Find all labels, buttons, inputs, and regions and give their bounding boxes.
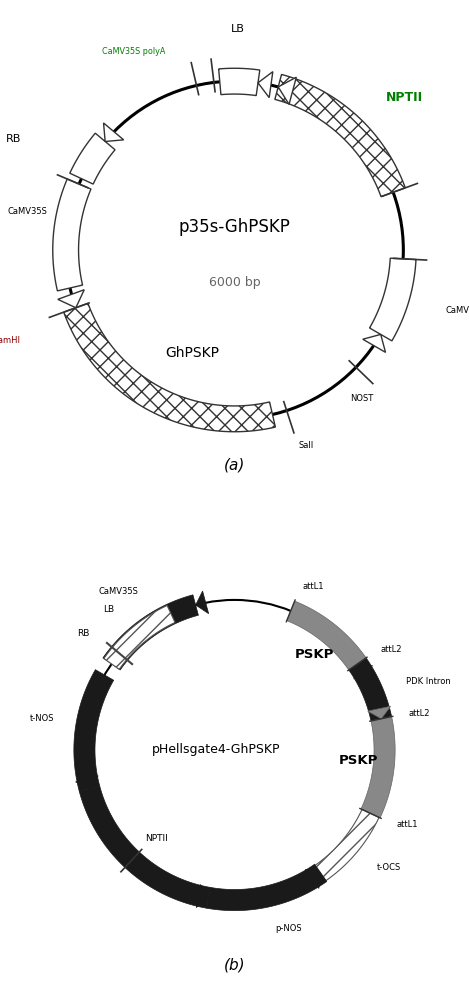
Polygon shape <box>79 786 210 908</box>
Polygon shape <box>196 591 209 614</box>
Polygon shape <box>354 664 373 679</box>
Polygon shape <box>70 133 115 184</box>
Text: PSKP: PSKP <box>339 754 378 767</box>
Polygon shape <box>207 864 326 911</box>
Polygon shape <box>74 670 113 792</box>
Text: attL2: attL2 <box>381 645 402 654</box>
Text: NPTII: NPTII <box>145 834 167 843</box>
Text: (a): (a) <box>224 458 245 473</box>
Text: t-OCS: t-OCS <box>377 863 401 872</box>
Polygon shape <box>278 77 296 104</box>
Polygon shape <box>305 869 321 888</box>
Polygon shape <box>53 179 91 291</box>
Text: RB: RB <box>6 134 21 144</box>
Text: LB: LB <box>231 24 245 34</box>
Text: CaMV35S: CaMV35S <box>98 587 138 596</box>
Text: NOST: NOST <box>350 394 373 403</box>
Text: attL1: attL1 <box>396 820 418 829</box>
Text: (b): (b) <box>224 958 245 973</box>
Text: PSKP: PSKP <box>295 648 334 661</box>
Polygon shape <box>368 706 391 719</box>
Polygon shape <box>196 884 208 908</box>
Text: p35s-GhPSKP: p35s-GhPSKP <box>179 218 290 236</box>
Polygon shape <box>64 303 275 432</box>
Text: RB: RB <box>77 629 90 638</box>
Polygon shape <box>103 595 198 670</box>
Polygon shape <box>349 658 392 721</box>
Polygon shape <box>76 776 98 789</box>
Polygon shape <box>258 72 273 98</box>
Text: PDK Intron: PDK Intron <box>407 677 451 686</box>
Polygon shape <box>363 334 386 352</box>
Polygon shape <box>370 258 416 341</box>
Text: NPTII: NPTII <box>386 91 424 104</box>
Text: CaMV35S polyA: CaMV35S polyA <box>102 47 165 56</box>
Text: CaMV35S: CaMV35S <box>8 207 48 216</box>
Polygon shape <box>315 809 379 881</box>
Text: pHellsgate4-GhPSKP: pHellsgate4-GhPSKP <box>151 744 280 756</box>
Polygon shape <box>361 717 395 818</box>
Text: SalI: SalI <box>299 441 314 450</box>
Text: CaMV35S: CaMV35S <box>446 306 469 315</box>
Polygon shape <box>219 68 260 96</box>
Text: LB: LB <box>104 605 114 614</box>
Text: BamHI: BamHI <box>0 336 20 345</box>
Polygon shape <box>104 605 175 669</box>
Polygon shape <box>275 74 405 197</box>
Polygon shape <box>58 290 84 308</box>
Text: attL2: attL2 <box>409 709 431 718</box>
Text: p-NOS: p-NOS <box>275 924 302 933</box>
Text: 6000 bp: 6000 bp <box>209 276 260 289</box>
Text: GhPSKP: GhPSKP <box>165 346 219 360</box>
Polygon shape <box>104 123 124 141</box>
Text: t-NOS: t-NOS <box>30 714 54 723</box>
Text: attL1: attL1 <box>303 582 324 591</box>
Polygon shape <box>287 601 366 670</box>
